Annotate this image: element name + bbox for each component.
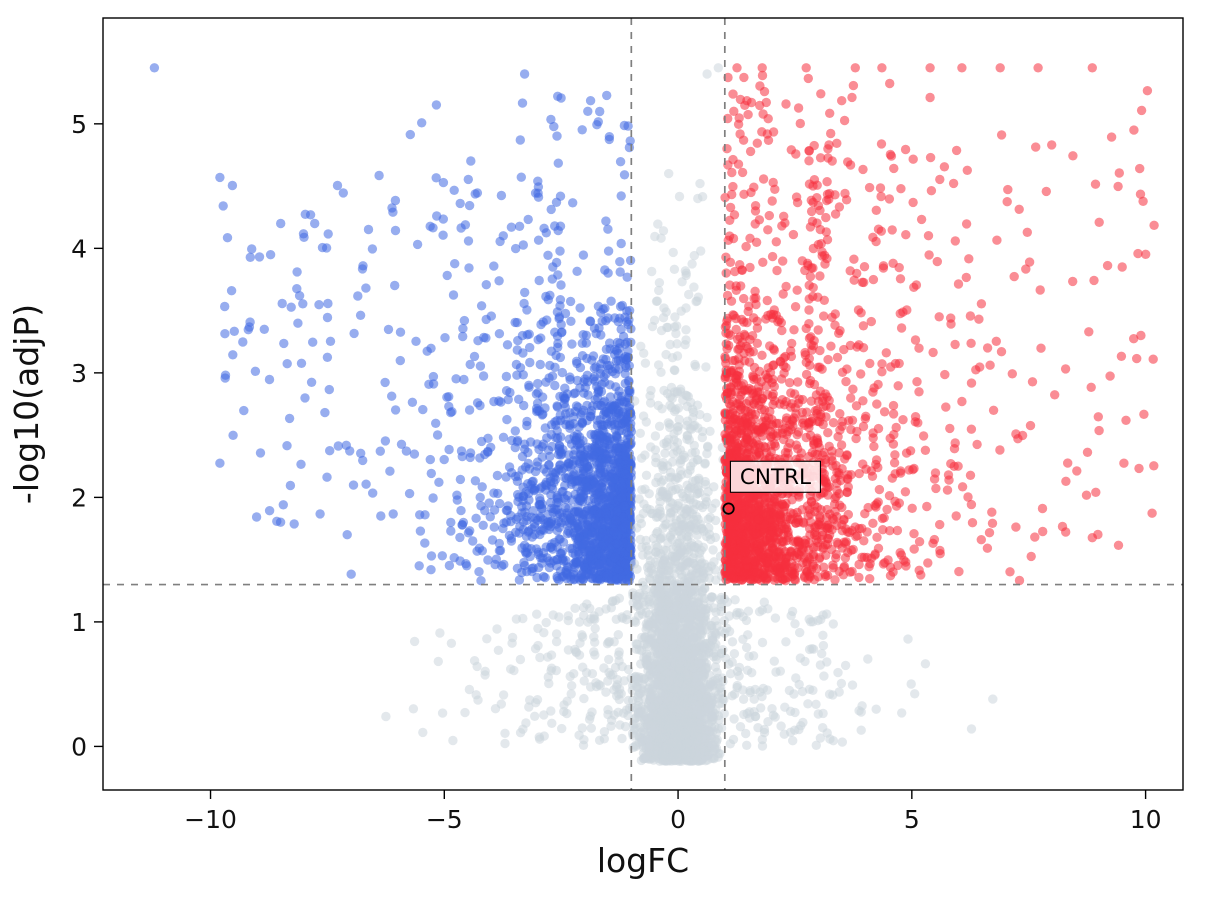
x-tick-label: 5 — [904, 805, 920, 834]
y-tick-label: 1 — [71, 608, 87, 637]
gene-annotation-box — [729, 460, 821, 493]
x-tick-label: −10 — [184, 805, 237, 834]
series-not_significant — [381, 63, 998, 766]
y-axis-label: -log10(adjP) — [7, 304, 46, 504]
y-tick-label: 5 — [71, 110, 87, 139]
series-downregulated — [149, 63, 636, 586]
gene-annotation-label: CNTRL — [740, 465, 811, 490]
axes-frame — [102, 17, 1184, 791]
y-tick-label: 4 — [71, 234, 87, 263]
threshold-lines-layer — [103, 18, 1183, 790]
x-tick-label: −5 — [426, 805, 463, 834]
axis-ticks-layer: −10 −5 0 5 10 0 1 2 3 4 5 — [71, 110, 1161, 834]
y-tick-label: 0 — [71, 732, 87, 761]
x-tick-label: 10 — [1130, 805, 1162, 834]
scatter-points-layer — [149, 63, 1159, 766]
y-tick-label: 3 — [71, 359, 87, 388]
series-upregulated — [720, 63, 1159, 586]
gene-annotation: CNTRL — [722, 460, 821, 515]
annotated-gene-point[interactable] — [722, 502, 735, 515]
y-tick-label: 2 — [71, 483, 87, 512]
x-axis-label: logFC — [597, 841, 689, 880]
x-tick-label: 0 — [670, 805, 686, 834]
